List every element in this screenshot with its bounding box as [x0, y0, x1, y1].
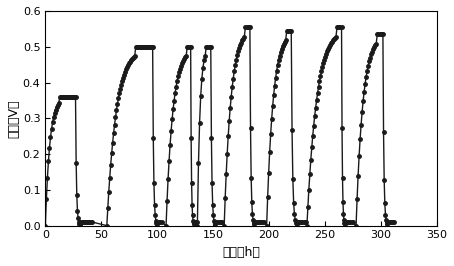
- Y-axis label: 电压（V）: 电压（V）: [7, 99, 20, 138]
- X-axis label: 时间（h）: 时间（h）: [222, 246, 260, 259]
